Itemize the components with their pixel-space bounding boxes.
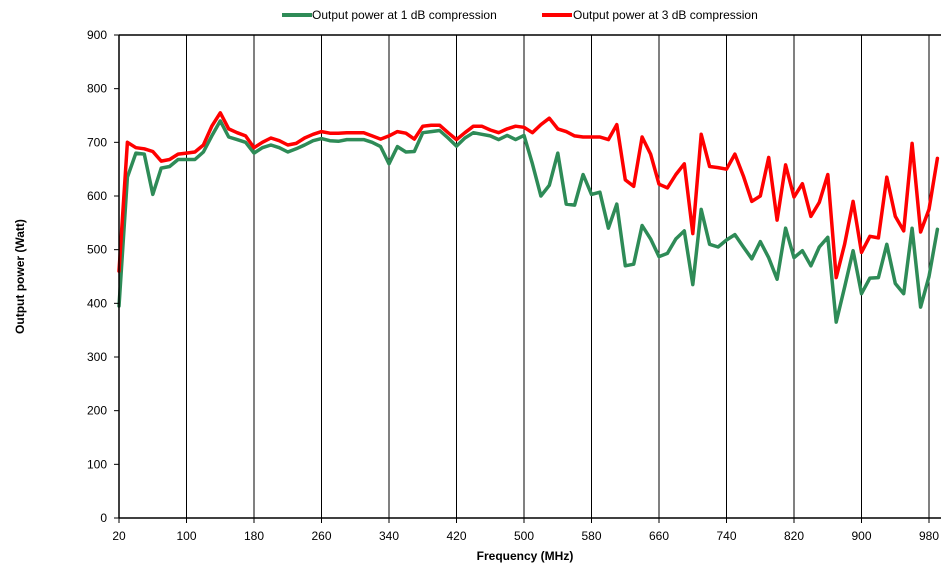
x-tick-label-180: 180 bbox=[244, 529, 264, 543]
legend-label-2: Output power at 3 dB compression bbox=[573, 8, 758, 22]
y-tick-label-700: 700 bbox=[87, 135, 107, 149]
x-tick-label-980: 980 bbox=[919, 529, 939, 543]
x-tick-label-660: 660 bbox=[649, 529, 669, 543]
x-tick-label-500: 500 bbox=[514, 529, 534, 543]
x-tick-label-100: 100 bbox=[176, 529, 196, 543]
legend-label-1: Output power at 1 dB compression bbox=[312, 8, 497, 22]
plot-frame bbox=[118, 34, 941, 519]
x-tick-label-820: 820 bbox=[784, 529, 804, 543]
x-tick-label-900: 900 bbox=[851, 529, 871, 543]
series-line-2 bbox=[117, 111, 940, 280]
y-tick-label-500: 500 bbox=[87, 243, 107, 257]
y-tick-label-800: 800 bbox=[87, 82, 107, 96]
y-axis-title: Output power (Watt) bbox=[13, 219, 27, 334]
y-tick-label-0: 0 bbox=[100, 511, 107, 525]
y-tick-label-600: 600 bbox=[87, 189, 107, 203]
series-lines bbox=[117, 111, 940, 324]
y-tick-label-400: 400 bbox=[87, 296, 107, 310]
series-line-1 bbox=[117, 119, 940, 324]
x-tick-label-580: 580 bbox=[581, 529, 601, 543]
x-tick-label-20: 20 bbox=[112, 529, 126, 543]
y-tick-label-100: 100 bbox=[87, 457, 107, 471]
legend: Output power at 1 dB compression Output p… bbox=[282, 8, 758, 22]
x-axis-title: Frequency (MHz) bbox=[477, 549, 574, 563]
x-tick-label-740: 740 bbox=[716, 529, 736, 543]
y-tick-label-200: 200 bbox=[87, 404, 107, 418]
y-tick-label-300: 300 bbox=[87, 350, 107, 364]
grid-lines bbox=[186, 35, 930, 518]
x-axis-ticks: 20 100 180 260 340 420 500 580 660 740 820 900 980 bbox=[112, 518, 939, 543]
y-tick-label-900: 900 bbox=[87, 28, 107, 42]
x-tick-label-340: 340 bbox=[379, 529, 399, 543]
x-tick-label-420: 420 bbox=[446, 529, 466, 543]
y-axis-ticks: 0 100 200 300 400 500 600 700 800 900 bbox=[87, 28, 119, 525]
x-tick-label-260: 260 bbox=[311, 529, 331, 543]
